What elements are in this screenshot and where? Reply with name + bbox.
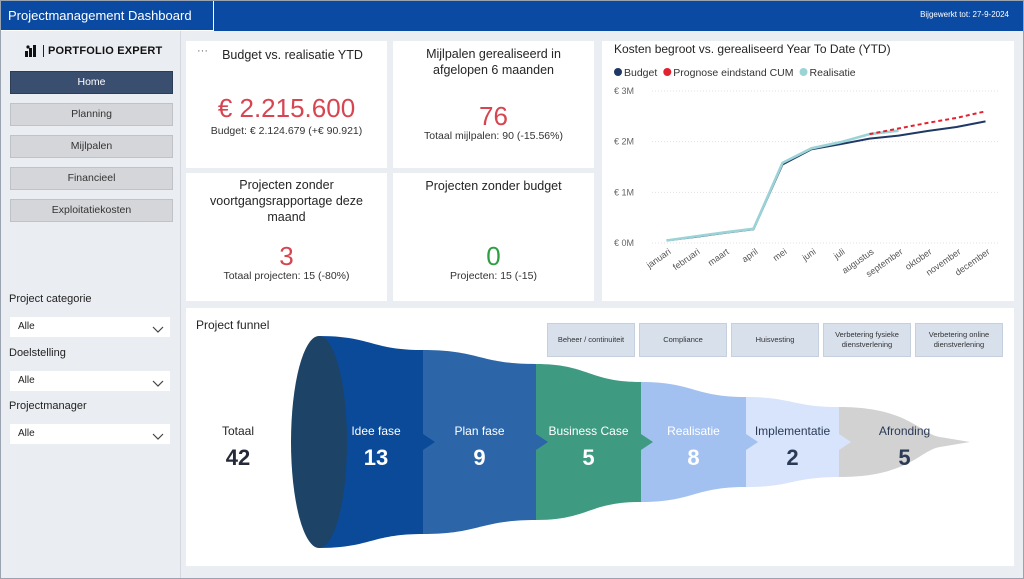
filter-manager-value: Alle <box>18 428 35 439</box>
milestones-kpi-subtitle: Totaal mijlpalen: 90 (-15.56%) <box>424 130 563 142</box>
no-budget-kpi-subtitle: Projecten: 15 (-15) <box>450 270 537 282</box>
filter-category-label: Project categorie <box>9 293 92 305</box>
filter-goal-value: Alle <box>18 375 35 386</box>
chevron-down-icon <box>152 376 164 396</box>
filter-goal-select[interactable]: Alle <box>10 371 170 391</box>
x-tick-label: maart <box>706 246 731 268</box>
category-filter-fysiek[interactable]: Verbetering fysieke dienstverlening <box>823 323 911 357</box>
nav-financieel-button[interactable]: Financieel <box>10 167 173 190</box>
no-budget-kpi-title: Projecten zonder budget <box>425 179 562 193</box>
funnel-total-label: Totaal <box>222 424 254 438</box>
nav-exploitatiekosten-button[interactable]: Exploitatiekosten <box>10 199 173 222</box>
category-filter-online[interactable]: Verbetering online dienstverlening <box>915 323 1003 357</box>
no-budget-kpi-value: 0 <box>486 241 501 271</box>
legend-label-2: Realisatie <box>810 67 856 79</box>
funnel-stage-count: 13 <box>364 445 388 470</box>
funnel-stage-count: 9 <box>473 445 485 470</box>
x-tick-label: april <box>740 246 760 264</box>
category-filter-beheer[interactable]: Beheer / continuiteit <box>547 323 635 357</box>
legend-marker-2 <box>799 68 808 76</box>
funnel-stage-band <box>536 364 653 520</box>
chevron-down-icon <box>152 429 164 449</box>
nav-mijlpalen-button[interactable]: Mijlpalen <box>10 135 173 158</box>
series-line-realisatie <box>666 129 899 242</box>
cost-line-chart: Kosten begroot vs. gerealiseerd Year To … <box>614 42 1000 279</box>
y-tick-label: € 1M <box>614 187 634 197</box>
chevron-down-icon <box>152 322 164 342</box>
legend-marker-0 <box>614 68 622 76</box>
logo-icon <box>25 45 39 57</box>
nav-planning-button[interactable]: Planning <box>10 103 173 126</box>
funnel-total-value: 42 <box>226 445 250 470</box>
y-tick-label: € 0M <box>614 238 634 248</box>
funnel-stage-count: 5 <box>582 445 594 470</box>
milestones-kpi-card[interactable]: Mijlpalen gerealiseerd in afgelopen 6 ma… <box>393 41 594 168</box>
milestones-kpi-value: 76 <box>479 101 508 131</box>
app-title: Projectmanagement Dashboard <box>1 1 214 31</box>
budget-kpi-value: € 2.215.600 <box>217 93 356 123</box>
x-tick-label: februari <box>671 246 702 272</box>
budget-kpi-subtitle: Budget: € 2.124.679 (+€ 90.921) <box>210 125 363 137</box>
series-line-prognose-eindstand-cum <box>869 110 986 136</box>
x-tick-label: mei <box>771 246 789 263</box>
cost-chart-card[interactable]: Kosten begroot vs. gerealiseerd Year To … <box>602 41 1014 301</box>
filter-manager-select[interactable]: Alle <box>10 424 170 444</box>
sidebar: PORTFOLIO EXPERT Home Planning Mijlpalen… <box>1 31 181 578</box>
no-report-kpi-value: 3 <box>279 241 294 271</box>
funnel-stage-band <box>641 382 758 502</box>
nav-home-button[interactable]: Home <box>10 71 173 94</box>
chart-title: Kosten begroot vs. gerealiseerd Year To … <box>614 42 891 56</box>
funnel-title: Project funnel <box>196 318 270 332</box>
logo: PORTFOLIO EXPERT <box>25 43 162 59</box>
funnel-stage-band <box>423 350 548 534</box>
milestones-kpi-title: Mijlpalen gerealiseerd in afgelopen 6 ma… <box>426 47 561 77</box>
logo-divider <box>43 45 44 57</box>
no-report-kpi-card[interactable]: Projecten zonder voortgangsrapportage de… <box>186 173 387 301</box>
budget-kpi-card[interactable]: ··· Budget vs. realisatie YTD € 2.215.60… <box>186 41 387 168</box>
funnel-stage-name: Idee fase <box>351 424 401 438</box>
logo-text: PORTFOLIO EXPERT <box>48 45 163 57</box>
legend-label-0: Budget <box>624 67 657 79</box>
x-tick-label: januari <box>644 246 673 270</box>
funnel-stage-band <box>839 407 970 477</box>
filter-goal-label: Doelstelling <box>9 347 66 359</box>
filter-manager-label: Projectmanager <box>9 400 87 412</box>
filter-category-select[interactable]: Alle <box>10 317 170 337</box>
category-filter-compliance[interactable]: Compliance <box>639 323 727 357</box>
project-funnel-graphic: Idee fase 13 Plan fase 9 Business Case 5 Reali… <box>222 336 970 548</box>
funnel-stage-name: Implementatie <box>755 424 831 438</box>
filter-category-value: Alle <box>18 321 35 332</box>
funnel-stage-name: Plan fase <box>454 424 504 438</box>
category-filter-huisvesting[interactable]: Huisvesting <box>731 323 819 357</box>
funnel-stage-name: Realisatie <box>667 424 720 438</box>
funnel-stage-name: Afronding <box>879 424 930 438</box>
no-budget-kpi-card[interactable]: Projecten zonder budget 0 Projecten: 15 … <box>393 173 594 301</box>
y-tick-label: € 2M <box>614 137 634 147</box>
funnel-stage-count: 8 <box>687 445 699 470</box>
funnel-mouth <box>291 336 347 548</box>
y-tick-label: € 3M <box>614 86 634 96</box>
budget-kpi-title: Budget vs. realisatie YTD <box>222 48 363 62</box>
funnel-stage-count: 2 <box>786 445 798 470</box>
last-updated-label: Bijgewerkt tot: 27-9-2024 <box>920 10 1009 19</box>
funnel-stage-name: Business Case <box>548 424 628 438</box>
funnel-stage-band <box>746 397 851 487</box>
legend-label-1: Prognose eindstand CUM <box>673 67 793 79</box>
x-tick-label: juni <box>800 246 818 263</box>
no-report-kpi-title: Projecten zonder voortgangsrapportage de… <box>210 178 363 224</box>
legend-marker-1 <box>663 68 672 76</box>
title-bar: Projectmanagement Dashboard Bijgewerkt t… <box>1 1 1023 31</box>
more-options-icon[interactable]: ··· <box>197 45 208 57</box>
x-tick-label: juli <box>831 246 847 261</box>
series-line-budget <box>666 120 986 242</box>
project-funnel-card[interactable]: Project funnel Beheer / continuiteit Com… <box>186 308 1014 566</box>
no-report-kpi-subtitle: Totaal projecten: 15 (-80%) <box>223 270 350 282</box>
funnel-stage-band <box>319 336 435 548</box>
funnel-stage-count: 5 <box>898 445 910 470</box>
